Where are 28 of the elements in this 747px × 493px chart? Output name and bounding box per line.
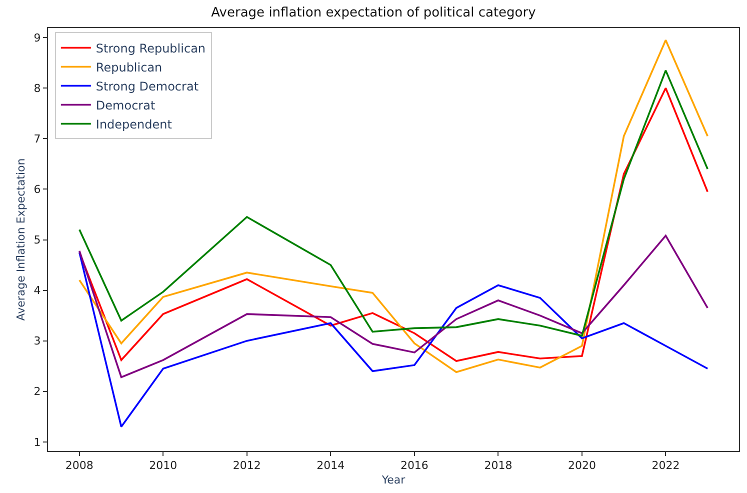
- legend-label: Strong Republican: [96, 41, 206, 56]
- y-tick-label: 8: [34, 82, 41, 95]
- x-tick-label: 2008: [65, 459, 94, 472]
- x-tick-label: 2016: [400, 459, 428, 472]
- x-tick-label: 2022: [652, 459, 680, 472]
- line-series: [78, 251, 708, 428]
- x-axis-title: Year: [380, 473, 406, 486]
- legend-label: Independent: [96, 117, 172, 132]
- y-tick-label: 9: [34, 31, 41, 44]
- y-tick-label: 2: [34, 385, 41, 398]
- line-series: [78, 39, 708, 374]
- y-tick-label: 5: [34, 234, 41, 247]
- legend-label: Strong Democrat: [96, 79, 199, 94]
- legend-label: Democrat: [96, 98, 156, 112]
- y-tick-label: 6: [34, 183, 41, 196]
- legend-label: Republican: [96, 60, 162, 74]
- x-tick-label: 2012: [232, 459, 261, 472]
- y-tick-label: 4: [34, 284, 41, 298]
- chart-title: Average inflation expectation of political category: [211, 5, 536, 20]
- y-tick-label: 7: [34, 132, 41, 146]
- y-axis-title: Average Inflation Expectation: [14, 158, 28, 321]
- x-tick-label: 2010: [149, 459, 178, 472]
- x-tick-label: 2018: [484, 459, 512, 472]
- y-tick-label: 1: [34, 436, 41, 449]
- x-tick-label: 2014: [316, 459, 345, 472]
- y-tick-label: 3: [34, 334, 41, 348]
- x-tick-label: 2020: [568, 459, 596, 472]
- line-series: [78, 234, 708, 378]
